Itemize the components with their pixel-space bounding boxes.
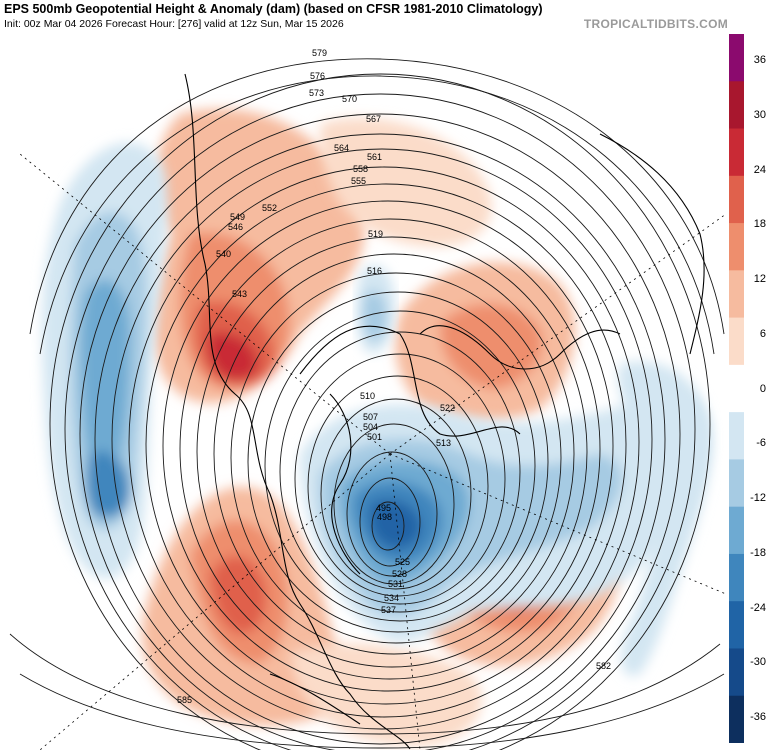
contour-label: 555: [351, 176, 366, 186]
contour-label: 516: [367, 266, 382, 276]
colorbar-tick-label: -36: [750, 711, 766, 723]
colorbar-swatch: [729, 175, 744, 224]
contour-label: 507: [363, 412, 378, 422]
contour-label: 546: [228, 222, 243, 232]
title-block: EPS 500mb Geopotential Height & Anomaly …: [4, 2, 564, 31]
brand-watermark: TROPICALTIDBITS.COM: [583, 17, 728, 31]
colorbar-swatch: [729, 506, 744, 555]
contour-label: 585: [177, 695, 192, 705]
trough-subtropical-atlantic: [617, 361, 712, 676]
contour-label: 579: [312, 48, 327, 58]
contour-label: 513: [436, 438, 451, 448]
map-title: EPS 500mb Geopotential Height & Anomaly …: [4, 2, 543, 16]
contour-label: 537: [381, 605, 396, 615]
colorbar-tick-label: 30: [753, 108, 766, 121]
colorbar-tick-label: 0: [759, 382, 766, 395]
contour-label: 576: [310, 71, 325, 81]
map-subtitle: Init: 00z Mar 04 2026 Forecast Hour: [27…: [4, 18, 344, 30]
colorbar-swatch: [729, 128, 744, 177]
colorbar-tick-label: 6: [759, 327, 766, 340]
colorbar-tick-label: 12: [753, 273, 766, 285]
contour-label: 570: [342, 94, 357, 104]
colorbar-tick-label: -6: [756, 437, 766, 450]
contour-labels: 579 576 573 570 567 564 561 558 555 552 …: [177, 48, 611, 705]
contour-label: 543: [232, 289, 247, 299]
colorbar-tick-label: -30: [750, 656, 766, 669]
colorbar-swatch: [729, 601, 744, 649]
contour-label: 573: [309, 88, 324, 98]
contour-label: 561: [367, 152, 382, 162]
contour-label: 531: [388, 579, 403, 589]
colorbar-swatch: [729, 695, 744, 743]
height-contours: [9, 58, 725, 750]
colorbar-tick-label: 36: [753, 54, 766, 66]
colorbar-swatch: [729, 270, 744, 319]
contour-label: 528: [392, 569, 407, 579]
colorbar-swatch: [729, 34, 744, 82]
contour-label: 549: [230, 212, 245, 222]
contour-label: 540: [216, 249, 231, 259]
contour-label: 552: [262, 203, 277, 213]
anomaly-colorbar: [729, 34, 744, 743]
contour-label: 567: [366, 114, 381, 124]
colorbar-swatch: [729, 459, 744, 508]
coastlines: [184, 73, 705, 750]
contour-label: 564: [334, 143, 349, 153]
contour-label: 519: [368, 229, 383, 239]
colorbar-tick-label: 18: [753, 218, 766, 231]
ridge-western-north-america: [152, 108, 365, 404]
contour-label: 501: [367, 432, 382, 442]
colorbar-swatch: [729, 81, 744, 130]
contour-label: 534: [384, 593, 399, 603]
contour-label: 510: [360, 391, 375, 401]
contour-label: 522: [440, 403, 455, 413]
colorbar-tick-label: -24: [750, 601, 766, 614]
contour-label: 495: [376, 503, 391, 513]
colorbar-swatch: [729, 364, 744, 413]
colorbar-swatch: [729, 553, 744, 602]
colorbar-swatch: [729, 317, 744, 366]
contour-label: 504: [363, 422, 378, 432]
contour-label: 582: [596, 661, 611, 671]
colorbar-swatch: [729, 412, 744, 460]
colorbar-tick-label: -12: [750, 492, 766, 504]
trough-arctic: [356, 265, 395, 354]
colorbar-swatch: [729, 223, 744, 271]
graticule: [19, 153, 726, 750]
contour-label: 498: [377, 512, 392, 522]
colorbar-labels: 36 30 24 18 12 6 0 -6 -12 -18 -24 -30 -36: [744, 34, 768, 743]
ridge-southeast-us: [290, 643, 482, 746]
colorbar-swatch: [729, 648, 744, 697]
colorbar-tick-label: 24: [753, 163, 766, 176]
contour-label: 558: [353, 164, 368, 174]
contour-label: 525: [395, 557, 410, 567]
colorbar-tick-label: -18: [750, 546, 766, 559]
polar-map: 579 576 573 570 567 564 561 558 555 552 …: [0, 34, 726, 750]
